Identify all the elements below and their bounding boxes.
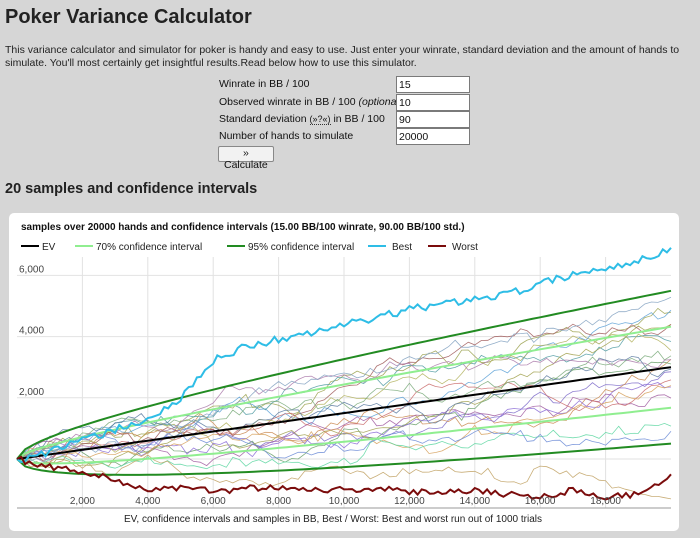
sample-line (16, 355, 672, 460)
x-tick-label: 14,000 (460, 496, 491, 507)
calculate-button[interactable]: » Calculate (218, 146, 274, 171)
confidence-bands (16, 289, 672, 476)
page-title: Poker Variance Calculator (5, 6, 252, 28)
legend-ci70: 70% confidence interval (96, 242, 202, 253)
legend-worst: Worst (452, 242, 478, 253)
y-tick-label: 6,000 (19, 264, 44, 275)
x-tick-label: 4,000 (135, 496, 160, 507)
axis-ticks: 2,000 4,000 6,000 2,000 4,000 6,000 8,000 10,00… (19, 264, 621, 507)
ci70-lower-line (16, 406, 672, 465)
x-tick-label: 18,000 (590, 496, 621, 507)
y-tick-label: 2,000 (19, 387, 44, 398)
observed-winrate-input[interactable] (396, 94, 470, 111)
ev-line (16, 366, 672, 460)
sample-line (16, 355, 672, 460)
section-title: 20 samples and confidence intervals (5, 181, 258, 197)
sample-line (16, 309, 672, 460)
chart-caption: EV, confidence intervals and samples in … (124, 514, 542, 525)
sample-line (16, 393, 672, 467)
optional-note: (optional) (358, 96, 403, 108)
intro-text: This variance calculator and simulator f… (5, 44, 680, 69)
variance-chart: samples over 20000 hands and confidence … (16, 222, 672, 525)
legend-ci95: 95% confidence interval (248, 242, 354, 253)
y-tick-label: 4,000 (19, 326, 44, 337)
stddev-label: Standard deviation (»?«) in BB / 100 (219, 113, 385, 125)
legend-best: Best (392, 242, 412, 253)
x-tick-label: 8,000 (266, 496, 291, 507)
stddev-help-link[interactable]: (»?«) (309, 114, 331, 125)
sample-line (16, 296, 672, 463)
sample-line (16, 361, 672, 467)
sample-line (16, 323, 672, 469)
sample-line (16, 334, 672, 460)
hands-input[interactable] (396, 128, 470, 145)
x-tick-label: 6,000 (201, 496, 226, 507)
x-tick-label: 12,000 (394, 496, 425, 507)
chart-legend: EV 70% confidence interval 95% confidenc… (21, 242, 478, 253)
best-worst-lines (16, 247, 672, 501)
ci95-upper-line (16, 289, 672, 460)
chart-title: samples over 20000 hands and confidence … (21, 222, 465, 233)
sample-line (16, 379, 672, 463)
legend-ev: EV (42, 242, 56, 253)
sample-line (16, 385, 672, 460)
best-run-line (16, 247, 672, 464)
winrate-input[interactable] (396, 76, 470, 93)
sample-line (16, 454, 672, 500)
winrate-label: Winrate in BB / 100 (219, 78, 310, 90)
chart-card: samples over 20000 hands and confidence … (9, 213, 679, 531)
hands-label: Number of hands to simulate (219, 130, 354, 142)
x-tick-label: 2,000 (70, 496, 95, 507)
x-tick-label: 10,000 (329, 496, 360, 507)
sample-line (16, 422, 672, 470)
stddev-input[interactable] (396, 111, 470, 128)
ci70-upper-line (16, 325, 672, 460)
x-tick-label: 16,000 (525, 496, 556, 507)
observed-label: Observed winrate in BB / 100 (optional) (219, 96, 403, 108)
sample-lines (16, 296, 672, 500)
sample-line (16, 323, 672, 461)
sample-line (16, 333, 672, 464)
ci95-lower-line (16, 442, 672, 476)
worst-run-line (16, 455, 672, 501)
